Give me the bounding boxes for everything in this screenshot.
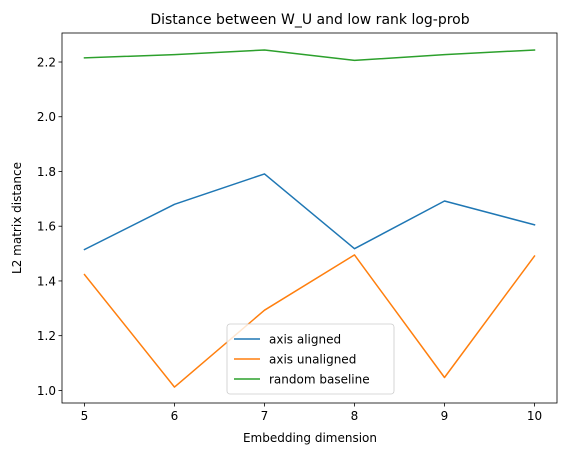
y-axis: 1.0 1.2 1.4 1.6 1.8 2.0 2.2 — [37, 56, 62, 398]
y-tick-label: 1.2 — [37, 329, 56, 343]
y-tick-label: 2.2 — [37, 56, 56, 70]
y-tick-label: 1.4 — [37, 274, 56, 288]
x-tick-label: 9 — [441, 409, 449, 423]
x-tick-label: 6 — [171, 409, 179, 423]
x-tick-label: 7 — [261, 409, 269, 423]
x-axis: 5 6 7 8 9 10 — [81, 403, 542, 423]
legend-label: axis aligned — [269, 333, 341, 347]
chart-title: Distance between W_U and low rank log-pr… — [150, 12, 469, 28]
y-axis-label: L2 matrix distance — [10, 162, 24, 274]
x-axis-label: Embedding dimension — [243, 431, 377, 445]
series-line-axis-aligned — [83, 173, 536, 251]
y-tick-label: 1.0 — [37, 384, 56, 398]
x-tick-label: 5 — [81, 409, 89, 423]
y-tick-label: 1.6 — [37, 220, 56, 234]
legend-box — [226, 323, 395, 395]
axes-frame — [61, 32, 558, 404]
legend-label: random baseline — [269, 373, 370, 387]
y-tick-label: 1.8 — [37, 165, 56, 179]
x-tick-label: 10 — [527, 409, 542, 423]
legend-label: axis unaligned — [269, 353, 356, 367]
series-line-random-baseline — [83, 49, 536, 62]
x-tick-label: 8 — [351, 409, 359, 423]
series-line-axis-unaligned — [83, 254, 536, 388]
y-tick-label: 2.0 — [37, 110, 56, 124]
legend: axis aligned axis unaligned random baselin… — [226, 323, 395, 395]
plot-area — [83, 49, 536, 388]
